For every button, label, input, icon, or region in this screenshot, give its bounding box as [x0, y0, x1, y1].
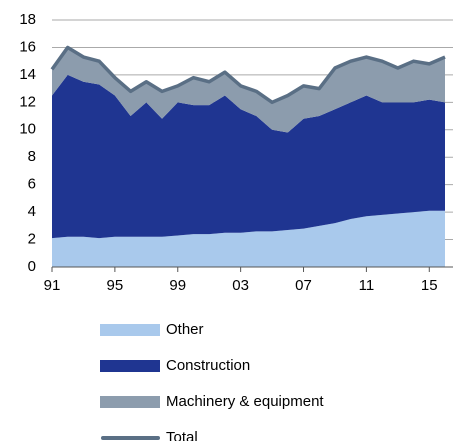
y-tick-label: 16: [19, 38, 36, 55]
x-tick-label: 15: [421, 277, 438, 294]
legend-swatch: [100, 360, 160, 372]
x-tick-label: 91: [44, 277, 61, 294]
legend-label: Machinery & equipment: [166, 393, 324, 410]
area: [52, 74, 445, 239]
y-tick-label: 8: [28, 148, 36, 165]
y-tick-label: 12: [19, 93, 36, 110]
y-tick-label: 10: [19, 121, 36, 138]
x-tick-label: 03: [232, 277, 249, 294]
y-tick-label: 2: [28, 231, 36, 248]
y-tick-label: 14: [19, 66, 36, 83]
y-tick-label: 18: [19, 11, 36, 28]
y-tick-label: 0: [28, 258, 36, 275]
legend-swatch: [100, 324, 160, 336]
x-tick-label: 99: [169, 277, 186, 294]
x-tick-label: 11: [359, 277, 375, 294]
legend-label: Other: [166, 321, 204, 338]
x-tick-label: 95: [107, 277, 124, 294]
legend-label: Total: [166, 429, 198, 441]
legend-swatch: [100, 396, 160, 408]
x-tick-label: 07: [295, 277, 312, 294]
y-tick-label: 6: [28, 176, 36, 193]
total-line: [50, 45, 446, 105]
area: [52, 210, 445, 267]
y-tick-label: 4: [28, 203, 36, 220]
legend-label: Construction: [166, 357, 250, 374]
